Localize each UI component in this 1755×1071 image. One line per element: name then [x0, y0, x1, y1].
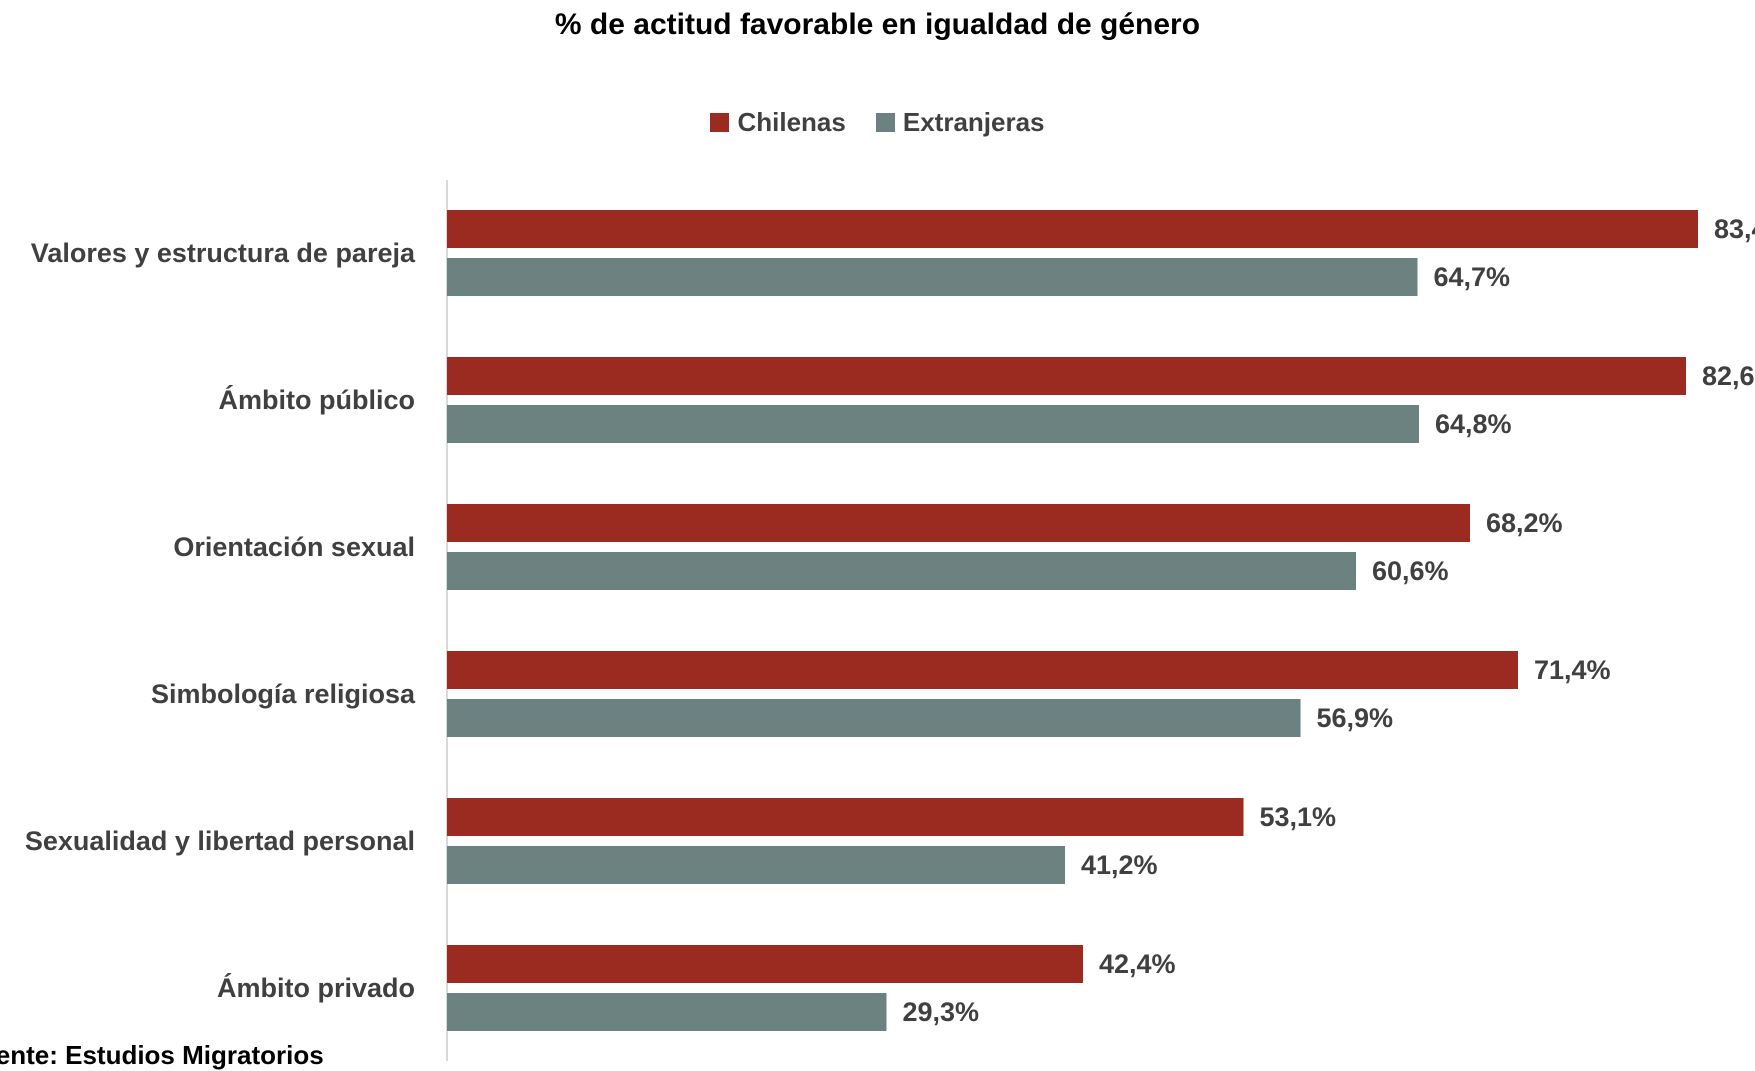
bar-chilenas — [447, 357, 1686, 395]
data-label: 83,4% — [1714, 214, 1755, 244]
bar-extranjeras — [447, 258, 1418, 296]
legend-item-chilenas: Chilenas — [710, 107, 846, 138]
legend-label-extranjeras: Extranjeras — [902, 107, 1045, 137]
data-label: 29,3% — [903, 997, 980, 1027]
category-label: Orientación sexual — [173, 532, 415, 562]
legend-swatch-extranjeras — [875, 113, 895, 132]
bar-extranjeras — [447, 846, 1065, 884]
category-label: Valores y estructura de pareja — [31, 238, 416, 268]
bar-extranjeras — [447, 699, 1301, 737]
bar-chilenas — [447, 210, 1698, 248]
data-label: 82,6% — [1702, 361, 1755, 391]
bar-chilenas — [447, 798, 1244, 836]
category-label: Ámbito privado — [217, 972, 415, 1003]
category-label: Sexualidad y libertad personal — [25, 826, 415, 856]
legend: Chilenas Extranjeras — [0, 107, 1755, 138]
data-label: 60,6% — [1372, 556, 1449, 586]
bar-chilenas — [447, 504, 1470, 542]
bar-extranjeras — [447, 405, 1419, 443]
legend-swatch-chilenas — [710, 113, 730, 132]
data-label: 56,9% — [1317, 703, 1394, 733]
data-label: 64,8% — [1435, 409, 1512, 439]
bar-chilenas — [447, 651, 1518, 689]
data-label: 68,2% — [1486, 508, 1563, 538]
data-label: 71,4% — [1534, 655, 1611, 685]
data-label: 42,4% — [1099, 949, 1176, 979]
data-label: 53,1% — [1260, 802, 1337, 832]
footer-note: Fuente: Estudios Migratorios — [0, 1040, 324, 1070]
bar-chilenas — [447, 945, 1083, 983]
legend-item-extranjeras: Extranjeras — [875, 107, 1045, 138]
legend-label-chilenas: Chilenas — [737, 107, 846, 137]
category-label: Ámbito público — [219, 384, 415, 415]
data-label: 41,2% — [1081, 850, 1158, 880]
category-label: Simbología religiosa — [151, 679, 416, 709]
bar-extranjeras — [447, 993, 887, 1031]
data-label: 64,7% — [1434, 262, 1511, 292]
bar-extranjeras — [447, 552, 1356, 590]
chart-title: % de actitud favorable en igualdad de gé… — [554, 8, 1201, 41]
